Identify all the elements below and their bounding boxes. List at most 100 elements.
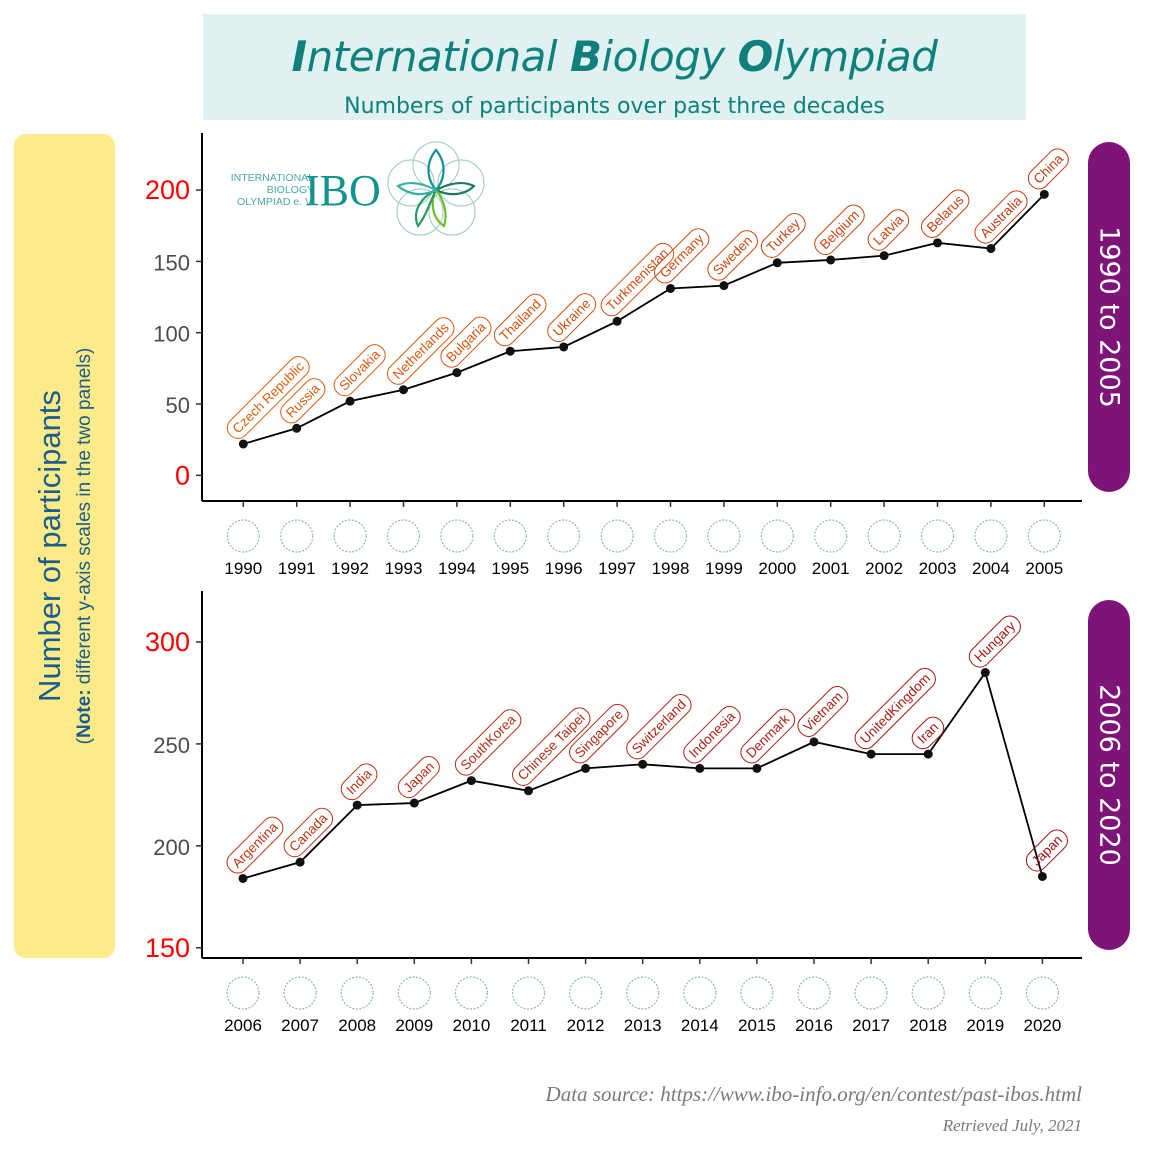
data-point bbox=[986, 244, 996, 254]
logo-line-1: INTERNATIONAL bbox=[230, 172, 314, 184]
olympiad-emblem-icon bbox=[653, 519, 688, 553]
host-country-label-box bbox=[333, 344, 386, 397]
olympiad-emblem-icon bbox=[760, 519, 794, 553]
data-point bbox=[1039, 189, 1049, 199]
x-tick-label: 1997 bbox=[598, 559, 636, 578]
title-part: O bbox=[737, 32, 774, 81]
host-country-label: Singapore bbox=[569, 703, 629, 764]
data-point bbox=[345, 396, 355, 406]
host-country-label-box bbox=[600, 242, 675, 317]
host-country-label: Argentina bbox=[226, 816, 284, 874]
data-point bbox=[719, 281, 729, 291]
host-country-label: Switzerland bbox=[626, 693, 692, 760]
y-tick-label: 150 bbox=[153, 250, 190, 275]
host-country-label-box bbox=[280, 378, 326, 424]
olympiad-emblem-icon bbox=[1027, 519, 1061, 553]
chart-subtitle: Numbers of participants over past three … bbox=[344, 94, 885, 119]
y-tick-label: 0 bbox=[175, 460, 190, 490]
x-tick-label: 1992 bbox=[331, 559, 369, 578]
data-source-note[interactable]: Data source: https://www.ibo-info.org/en… bbox=[545, 1082, 1082, 1106]
retrieved-date: Retrieved July, 2021 bbox=[942, 1116, 1082, 1135]
data-point bbox=[1037, 871, 1047, 881]
olympiad-emblem-icon bbox=[626, 976, 660, 1010]
olympiad-emblem-icon bbox=[1025, 976, 1060, 1010]
host-country-label-box bbox=[387, 317, 455, 385]
data-point bbox=[695, 763, 705, 773]
host-country-label-box bbox=[968, 615, 1021, 668]
olympiad-emblem-icon bbox=[911, 976, 945, 1010]
host-country-label: Iran bbox=[911, 716, 945, 750]
host-country-label-box bbox=[512, 707, 591, 786]
x-tick-label: 1991 bbox=[278, 559, 316, 578]
x-tick-label: 2003 bbox=[919, 559, 957, 578]
host-country-label-box bbox=[440, 316, 492, 368]
data-point bbox=[980, 668, 990, 678]
y-tick-label: 50 bbox=[166, 393, 190, 418]
x-tick-label: 1999 bbox=[705, 559, 743, 578]
host-country-label-box bbox=[814, 204, 865, 256]
olympiad-emblem-icon bbox=[854, 976, 888, 1010]
host-country-label: India bbox=[340, 763, 378, 801]
data-point bbox=[466, 776, 476, 786]
host-country-label: SouthKorea bbox=[454, 709, 522, 776]
host-country-label-box bbox=[493, 293, 547, 347]
host-country-text: Denmark bbox=[743, 711, 793, 761]
data-point bbox=[295, 857, 305, 867]
x-tick-label: 2002 bbox=[865, 559, 903, 578]
data-point bbox=[399, 385, 408, 395]
x-tick-label: 2012 bbox=[567, 1016, 605, 1035]
olympiad-emblem-icon bbox=[600, 519, 634, 553]
x-tick-label: 2005 bbox=[1025, 559, 1063, 578]
host-country-text: Thailand bbox=[497, 296, 544, 343]
ibo-logo-mark: IBO bbox=[305, 166, 381, 215]
x-tick-label: 2019 bbox=[966, 1016, 1004, 1035]
host-country-text: Australia bbox=[977, 193, 1025, 241]
host-country-text: Belgium bbox=[817, 207, 862, 252]
host-country-label-box bbox=[340, 763, 378, 801]
olympiad-emblem-icon bbox=[454, 976, 488, 1010]
olympiad-emblem-icon bbox=[920, 519, 955, 553]
host-country-text: Sweden bbox=[710, 233, 755, 278]
data-point bbox=[409, 798, 419, 808]
y-tick-label: 300 bbox=[145, 627, 190, 657]
host-country-label-box bbox=[683, 705, 741, 764]
host-country-label: Indonesia bbox=[683, 705, 741, 764]
olympiad-emblem-icon bbox=[707, 519, 741, 553]
host-country-text: SouthKorea bbox=[458, 712, 519, 773]
data-point bbox=[879, 251, 889, 261]
olympiad-emblem-icon bbox=[397, 976, 431, 1010]
data-point bbox=[866, 749, 876, 759]
x-tick-label: 2017 bbox=[852, 1016, 890, 1035]
olympiad-emblem-icon bbox=[386, 519, 421, 553]
host-country-label-box bbox=[1025, 829, 1068, 872]
host-country-label-box bbox=[974, 190, 1028, 244]
data-point bbox=[352, 800, 362, 810]
host-country-label: Latvia bbox=[867, 209, 910, 251]
y-axis-label-box: Number of participants (Note: different … bbox=[14, 134, 115, 958]
olympiad-emblem-icon bbox=[547, 519, 581, 553]
olympiad-emblem-icon bbox=[493, 519, 527, 553]
olympiad-emblem-icon bbox=[333, 519, 367, 553]
host-country-label-box bbox=[740, 708, 796, 764]
data-point bbox=[452, 368, 462, 378]
host-country-label: Vietnam bbox=[797, 686, 849, 737]
data-point bbox=[238, 439, 248, 449]
y-tick-label: 100 bbox=[153, 322, 190, 347]
host-country-label: Denmark bbox=[740, 708, 796, 764]
x-tick-label: 2020 bbox=[1023, 1016, 1061, 1035]
y-tick-label: 200 bbox=[145, 175, 190, 205]
ibo-logo: INTERNATIONAL BIOLOGY OLYMPIAD e. V. IBO bbox=[214, 140, 486, 240]
olympiad-emblem-icon bbox=[974, 519, 1008, 553]
data-point bbox=[612, 316, 622, 326]
host-country-label-box bbox=[1027, 148, 1069, 190]
olympiad-emblem-icon bbox=[280, 519, 314, 553]
x-tick-label: 1996 bbox=[545, 559, 583, 578]
y-tick-label: 150 bbox=[145, 933, 190, 963]
ibo-logo-text: INTERNATIONAL BIOLOGY OLYMPIAD e. V. bbox=[214, 172, 314, 208]
host-country-text: Turkmenistan bbox=[603, 246, 671, 314]
host-country-text: Argentina bbox=[229, 819, 281, 871]
title-part: nternational bbox=[306, 32, 570, 81]
x-tick-label: 1990 bbox=[224, 559, 262, 578]
x-tick-label: 1998 bbox=[652, 559, 690, 578]
host-country-label: Sweden bbox=[707, 230, 758, 281]
